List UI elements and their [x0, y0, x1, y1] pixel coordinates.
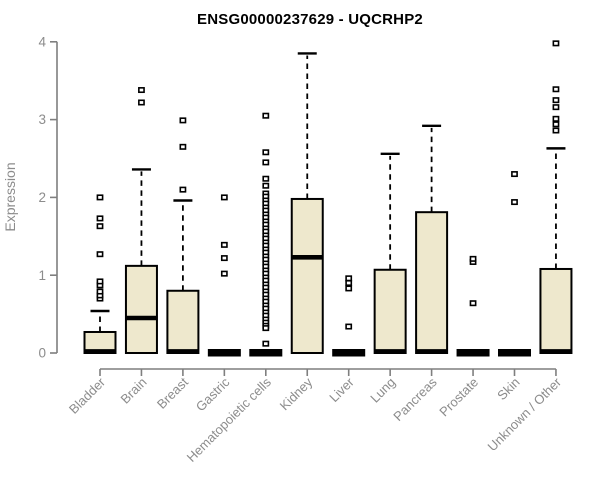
- x-category-label-brain: Brain: [117, 375, 149, 407]
- iqr-box: [373, 268, 407, 354]
- collapsed-box: [332, 349, 366, 357]
- x-category-label-liver: Liver: [326, 374, 357, 405]
- box-gastric: [207, 194, 241, 357]
- box-brain: [124, 87, 158, 355]
- x-category-label-skin: Skin: [494, 375, 522, 403]
- outlier-point: [96, 288, 104, 295]
- outlier-point: [179, 186, 187, 193]
- iqr-box: [290, 197, 324, 354]
- iqr-box: [166, 289, 200, 355]
- outlier-point: [220, 270, 228, 277]
- x-category-label-pancreas: Pancreas: [390, 374, 440, 424]
- x-category-label-unknown-other: Unknown / Other: [484, 374, 564, 454]
- x-category-label-gastric: Gastric: [193, 374, 233, 414]
- collapsed-box: [498, 349, 531, 357]
- box-hematopoietic-cells: [249, 112, 283, 357]
- iqr-box: [539, 267, 573, 355]
- iqr-box: [415, 211, 449, 354]
- outlier-point: [511, 199, 518, 206]
- outlier-point: [179, 143, 187, 150]
- y-tick-label: 4: [38, 34, 46, 49]
- outlier-point: [138, 99, 145, 106]
- iqr-box: [124, 264, 158, 355]
- outlier-point: [220, 194, 228, 201]
- outlier-point: [552, 121, 560, 128]
- outlier-point: [220, 255, 228, 262]
- chart-title: ENSG00000237629 - UQCRHP2: [197, 11, 423, 28]
- y-axis-title: Expression: [2, 162, 18, 231]
- y-tick-label: 3: [38, 112, 46, 127]
- outlier-point: [262, 149, 270, 156]
- box-breast: [166, 117, 200, 355]
- outlier-point: [220, 241, 228, 248]
- outlier-point: [552, 40, 560, 47]
- x-category-label-prostate: Prostate: [436, 375, 481, 420]
- y-tick-label: 2: [38, 190, 46, 205]
- y-axis: 0 1 2 3 4: [38, 34, 58, 361]
- box-liver: [332, 275, 366, 357]
- outlier-point: [262, 159, 270, 166]
- y-tick-label: 0: [38, 346, 46, 361]
- box-prostate: [456, 255, 490, 357]
- box-pancreas: [415, 124, 449, 354]
- outlier-point: [552, 97, 560, 104]
- outlier-point: [469, 300, 477, 307]
- outlier-point: [552, 86, 560, 93]
- outlier-point: [96, 278, 104, 285]
- x-category-label-kidney: Kidney: [277, 374, 316, 413]
- x-category-label-bladder: Bladder: [66, 374, 109, 417]
- outlier-point: [511, 171, 518, 178]
- outlier-point: [262, 112, 270, 119]
- collapsed-box: [456, 349, 490, 357]
- outlier-point: [345, 285, 353, 292]
- outlier-point: [345, 275, 353, 282]
- outlier-point: [345, 323, 353, 330]
- outlier-point: [96, 223, 104, 230]
- outlier-point: [552, 104, 560, 111]
- outlier-point: [96, 251, 104, 258]
- outlier-point: [262, 182, 270, 189]
- box-unknown-other: [539, 40, 573, 355]
- box-skin: [498, 171, 531, 357]
- plot-area: 0 1 2 3 4 Bladder Brain Breast GastricHematopoie…: [38, 34, 573, 465]
- box-kidney: [290, 52, 324, 354]
- outlier-point: [262, 340, 270, 347]
- outlier-point: [96, 215, 104, 222]
- x-category-label-lung: Lung: [367, 375, 398, 406]
- collapsed-box: [207, 349, 241, 357]
- outlier-point: [469, 255, 477, 262]
- outlier-point: [179, 117, 187, 124]
- outlier-point: [552, 115, 560, 122]
- outlier-point: [552, 127, 560, 134]
- outlier-point: [262, 325, 270, 332]
- outlier-point: [96, 194, 104, 201]
- box-lung: [373, 152, 407, 354]
- outlier-point: [262, 175, 270, 182]
- collapsed-box: [249, 349, 283, 357]
- outlier-point: [345, 279, 353, 286]
- outlier-point: [138, 87, 145, 94]
- y-tick-label: 1: [38, 268, 46, 283]
- x-category-label-breast: Breast: [154, 374, 191, 411]
- box-bladder: [83, 194, 117, 354]
